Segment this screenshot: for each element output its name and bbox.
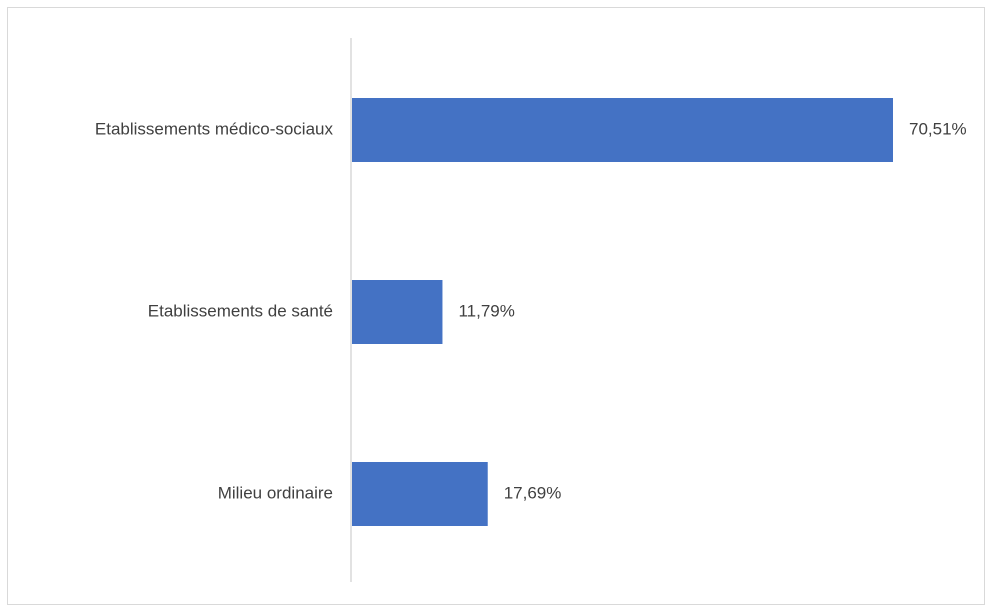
bar-2 (352, 280, 443, 344)
value-label-3: 17,69% (504, 483, 562, 502)
bars-group (352, 98, 893, 526)
category-labels-group: Etablissements médico-sociaux Etablisseme… (95, 119, 334, 502)
bar-3 (352, 462, 488, 526)
value-label-2: 11,79% (458, 301, 514, 320)
value-label-1: 70,51% (909, 119, 967, 138)
category-label-2: Etablissements de santé (148, 301, 333, 320)
value-labels-group: 70,51% 11,79% 17,69% (458, 119, 966, 502)
category-label-1: Etablissements médico-sociaux (95, 119, 334, 138)
bar-1 (352, 98, 893, 162)
category-label-3: Milieu ordinaire (218, 483, 333, 502)
